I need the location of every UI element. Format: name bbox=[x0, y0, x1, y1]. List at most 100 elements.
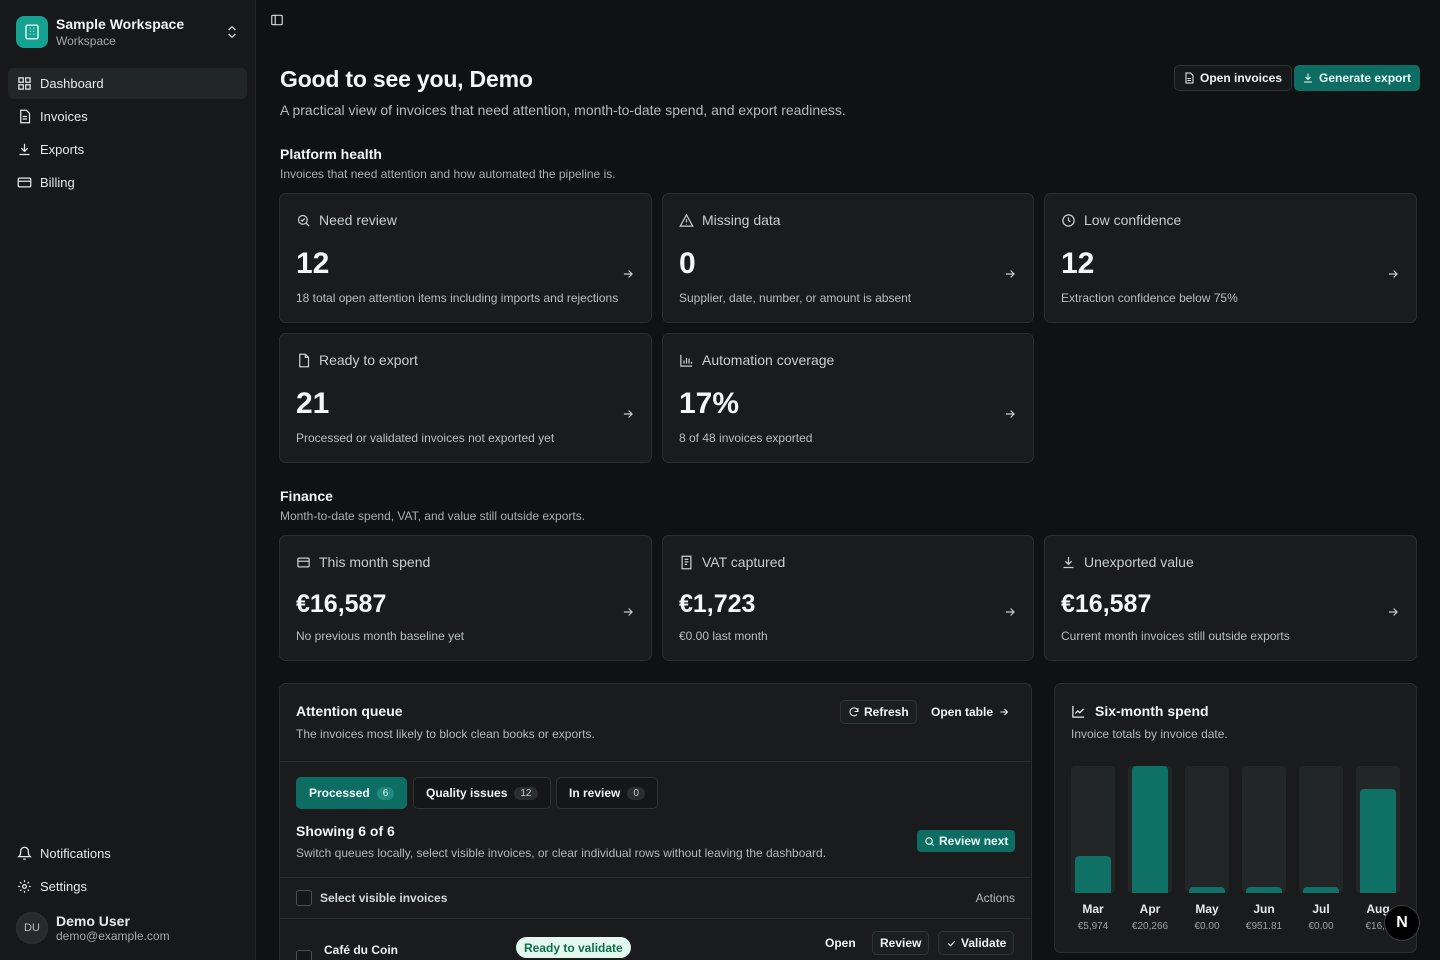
sidebar-item-notifications[interactable]: Notifications bbox=[8, 838, 247, 869]
actions-header: Actions bbox=[975, 891, 1015, 905]
workspace-logo bbox=[16, 16, 48, 48]
attention-queue-panel: Attention queue The invoices most likely… bbox=[279, 683, 1032, 960]
tab-processed[interactable]: Processed 6 bbox=[296, 777, 408, 809]
sidebar-item-exports[interactable]: Exports bbox=[8, 134, 247, 165]
download-icon bbox=[1304, 73, 1312, 83]
missing-data-card[interactable]: Missing data 0 Supplier, date, number, o… bbox=[662, 193, 1034, 323]
showing-count: Showing 6 of 6 bbox=[296, 823, 395, 839]
refresh-label: Refresh bbox=[864, 705, 909, 719]
card-label: This month spend bbox=[296, 554, 430, 570]
card-value: 12 bbox=[296, 247, 330, 280]
bar-apr[interactable] bbox=[1132, 766, 1168, 893]
arrow-right-icon bbox=[1388, 608, 1398, 616]
open-invoices-button[interactable]: Open invoices bbox=[1174, 65, 1293, 91]
file-icon bbox=[299, 353, 310, 367]
refresh-button[interactable]: Refresh bbox=[840, 700, 917, 724]
low-confidence-card[interactable]: Low confidence 12 Extraction confidence … bbox=[1044, 193, 1417, 323]
chevrons-up-down-icon[interactable] bbox=[224, 24, 240, 40]
bar-mar[interactable] bbox=[1075, 856, 1111, 893]
bar-month-label: Jul bbox=[1312, 902, 1330, 916]
review-row-button[interactable]: Review bbox=[872, 931, 930, 955]
six-month-subtitle: Invoice totals by invoice date. bbox=[1071, 727, 1228, 741]
tab-in-review[interactable]: In review 0 bbox=[556, 777, 658, 809]
tab-label: In review bbox=[569, 786, 621, 800]
sidebar-item-label: Dashboard bbox=[40, 76, 104, 91]
page-subtitle: A practical view of invoices that need a… bbox=[280, 102, 846, 118]
arrow-right-icon bbox=[623, 608, 633, 616]
open-table-button[interactable]: Open table bbox=[924, 700, 1017, 724]
sidebar-toggle-icon[interactable] bbox=[270, 13, 284, 27]
tab-count: 12 bbox=[514, 786, 538, 800]
arrow-right-icon bbox=[1005, 608, 1015, 616]
divider bbox=[280, 761, 1031, 762]
month-spend-card[interactable]: This month spend €16,587 No previous mon… bbox=[279, 535, 652, 661]
sidebar-item-dashboard[interactable]: Dashboard bbox=[8, 68, 247, 99]
search-check-icon bbox=[297, 214, 310, 227]
user-menu[interactable]: DU Demo User demo@example.com bbox=[16, 912, 170, 944]
card-description: 8 of 48 invoices exported bbox=[679, 431, 813, 445]
user-email: demo@example.com bbox=[56, 929, 170, 943]
card-label: Automation coverage bbox=[679, 352, 834, 368]
card-label: Low confidence bbox=[1061, 212, 1181, 228]
sidebar-item-settings[interactable]: Settings bbox=[8, 871, 247, 902]
sidebar-item-label: Billing bbox=[40, 175, 75, 190]
bar-track bbox=[1185, 766, 1229, 893]
sidebar-item-label: Notifications bbox=[40, 846, 111, 861]
bar-may[interactable] bbox=[1189, 887, 1225, 893]
row-checkbox[interactable] bbox=[296, 950, 312, 960]
six-month-spend-panel: Six-month spend Invoice totals by invoic… bbox=[1054, 683, 1417, 953]
sidebar-item-label: Settings bbox=[40, 879, 87, 894]
bar-value-label: €0.00 bbox=[1194, 921, 1220, 932]
open-row-button[interactable]: Open bbox=[818, 931, 863, 955]
card-value: €16,587 bbox=[296, 590, 387, 618]
arrow-right-icon bbox=[623, 410, 633, 418]
bar-track bbox=[1299, 766, 1343, 893]
card-description: No previous month baseline yet bbox=[296, 629, 465, 643]
row-supplier-name: Café du Coin bbox=[324, 943, 398, 957]
bar-aug[interactable] bbox=[1360, 789, 1396, 893]
file-icon bbox=[1185, 72, 1194, 84]
refresh-icon bbox=[849, 707, 859, 717]
sidebar-item-invoices[interactable]: Invoices bbox=[8, 101, 247, 132]
review-row-label: Review bbox=[880, 936, 922, 950]
avatar: DU bbox=[16, 912, 48, 944]
platform-health-subtitle: Invoices that need attention and how aut… bbox=[280, 167, 616, 181]
tab-quality-issues[interactable]: Quality issues 12 bbox=[413, 777, 551, 809]
card-description: Supplier, date, number, or amount is abs… bbox=[679, 291, 912, 305]
check-icon bbox=[947, 940, 956, 947]
card-description: €0.00 last month bbox=[679, 629, 768, 643]
arrow-right-icon bbox=[1005, 270, 1015, 278]
next-dev-indicator[interactable]: N bbox=[1384, 905, 1420, 941]
review-next-button[interactable]: Review next bbox=[917, 830, 1016, 852]
bar-jun[interactable] bbox=[1246, 887, 1282, 893]
card-description: Current month invoices still outside exp… bbox=[1061, 629, 1290, 643]
sidebar-item-billing[interactable]: Billing bbox=[8, 167, 247, 198]
showing-description: Switch queues locally, select visible in… bbox=[296, 846, 827, 860]
download-icon bbox=[19, 143, 30, 156]
bar-value-label: €16,5 bbox=[1365, 921, 1391, 932]
six-month-title-text: Six-month spend bbox=[1095, 703, 1209, 719]
ready-to-export-card[interactable]: Ready to export 21 Processed or validate… bbox=[279, 333, 652, 463]
card-label-text: Need review bbox=[319, 212, 397, 228]
arrow-right-icon bbox=[1388, 270, 1398, 278]
card-value: €16,587 bbox=[1061, 590, 1152, 618]
generate-export-button[interactable]: Generate export bbox=[1294, 65, 1421, 91]
card-description: Processed or validated invoices not expo… bbox=[296, 431, 555, 445]
automation-coverage-card[interactable]: Automation coverage 17% 8 of 48 invoices… bbox=[662, 333, 1034, 463]
generate-export-label: Generate export bbox=[1319, 71, 1412, 85]
card-label: VAT captured bbox=[679, 554, 785, 570]
unexported-value-card[interactable]: Unexported value €16,587 Current month i… bbox=[1044, 535, 1417, 661]
need-review-card[interactable]: Need review 12 18 total open attention i… bbox=[279, 193, 652, 323]
vat-captured-card[interactable]: VAT captured €1,723 €0.00 last month bbox=[662, 535, 1034, 661]
bar-jul[interactable] bbox=[1303, 887, 1339, 893]
download-icon bbox=[1063, 556, 1074, 568]
tab-count: 0 bbox=[627, 786, 645, 800]
validate-row-button[interactable]: Validate bbox=[938, 931, 1015, 955]
card-label-text: Missing data bbox=[702, 212, 781, 228]
bar-month-label: Mar bbox=[1082, 902, 1104, 916]
workspace-switcher[interactable]: Sample Workspace Workspace bbox=[16, 14, 246, 50]
card-value: 12 bbox=[1061, 247, 1095, 280]
card-label-text: Unexported value bbox=[1084, 554, 1194, 570]
select-visible-checkbox[interactable] bbox=[296, 890, 312, 906]
arrow-right-icon bbox=[1000, 708, 1009, 716]
